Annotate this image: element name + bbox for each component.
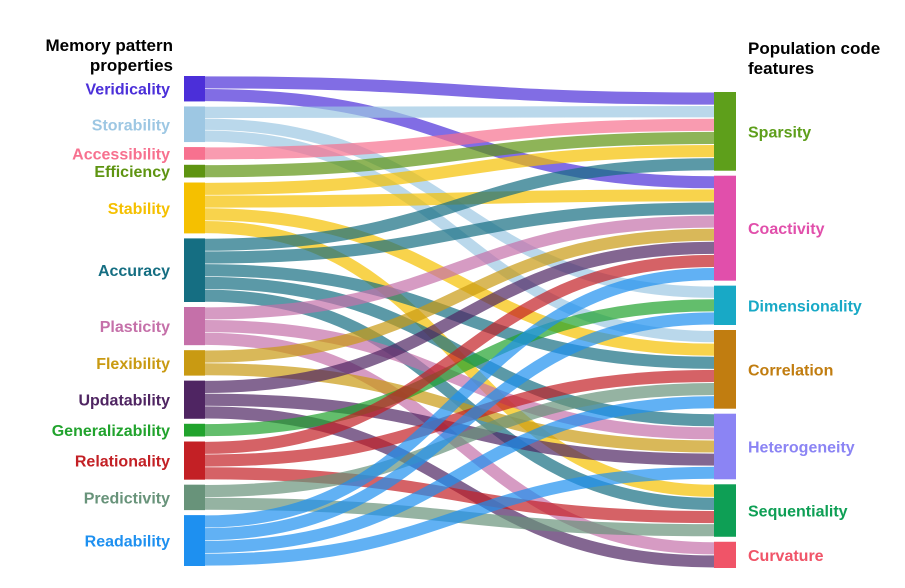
left-column-title: Memory pattern properties: [0, 36, 173, 76]
target-label-sparsity: Sparsity: [748, 124, 811, 141]
link-readability-to-correlation: [204, 396, 715, 553]
source-node-flexibility: [184, 350, 205, 376]
link-storability-to-sparsity: [204, 106, 715, 119]
source-node-stability: [184, 182, 205, 234]
target-label-curvature: Curvature: [748, 548, 824, 565]
source-node-accessibility: [184, 147, 205, 160]
source-node-plasticity: [184, 307, 205, 346]
source-label-plasticity: Plasticity: [100, 319, 170, 336]
source-node-accuracy: [184, 238, 205, 303]
source-label-relationality: Relationality: [75, 454, 170, 471]
target-node-dimensionality: [714, 285, 736, 325]
right-title-line1: Population code: [748, 39, 881, 58]
target-node-correlation: [714, 330, 736, 409]
link-efficiency-to-sparsity: [204, 131, 715, 178]
target-node-curvature: [714, 541, 736, 568]
source-label-accessibility: Accessibility: [72, 146, 170, 163]
link-accuracy-to-coactivity: [204, 202, 715, 264]
target-node-coactivity: [714, 175, 736, 281]
link-stability-to-sparsity: [204, 144, 715, 195]
link-generalizability-to-dimensionality: [204, 299, 715, 437]
link-readability-to-dimensionality: [204, 312, 715, 541]
link-accessibility-to-sparsity: [204, 118, 715, 160]
link-readability-to-heterogeneity: [204, 466, 715, 566]
left-title-line1: Memory pattern: [45, 36, 173, 55]
source-label-predictivity: Predictivity: [84, 490, 170, 507]
source-node-veridicality: [184, 76, 205, 102]
target-node-sequentiality: [714, 484, 736, 537]
target-label-dimensionality: Dimensionality: [748, 298, 862, 315]
left-title-line2: properties: [89, 56, 173, 75]
link-relationality-to-correlation: [204, 369, 715, 467]
label-group: Veridicality Storability AccessibilityEffi…: [52, 82, 862, 565]
target-label-heterogeneity: Heterogeneity: [748, 440, 855, 457]
link-relationality-to-sequentiality: [204, 467, 715, 524]
link-stability-to-correlation: [204, 208, 715, 356]
source-label-accuracy: Accuracy: [98, 263, 170, 280]
right-column-title: Population code features: [748, 39, 903, 79]
target-node-heterogeneity: [714, 413, 736, 480]
source-node-updatability: [184, 380, 205, 419]
source-label-readability: Readability: [85, 534, 170, 551]
source-node-generalizability: [184, 423, 205, 437]
source-node-relationality: [184, 441, 205, 480]
source-node-readability: [184, 515, 205, 566]
source-label-generalizability: Generalizability: [52, 423, 170, 440]
link-group: [204, 76, 715, 568]
target-label-coactivity: Coactivity: [748, 221, 825, 238]
source-label-updatability: Updatability: [78, 393, 170, 410]
link-flexibility-to-coactivity: [204, 228, 715, 363]
source-node-storability: [184, 106, 205, 143]
source-label-veridicality: Veridicality: [86, 82, 171, 99]
link-predictivity-to-correlation: [204, 382, 715, 498]
target-node-sparsity: [714, 92, 736, 171]
link-relationality-to-coactivity: [204, 254, 715, 454]
node-group: [184, 76, 736, 568]
source-label-stability: Stability: [108, 201, 170, 218]
link-readability-to-coactivity: [204, 268, 715, 528]
right-title-line2: features: [748, 59, 815, 78]
link-updatability-to-coactivity: [204, 241, 715, 394]
link-accuracy-to-sparsity: [204, 158, 715, 251]
source-label-storability: Storability: [92, 117, 170, 134]
link-plasticity-to-coactivity: [204, 215, 715, 320]
target-label-sequentiality: Sequentiality: [748, 504, 848, 521]
source-label-efficiency: Efficiency: [94, 164, 170, 181]
source-node-predictivity: [184, 484, 205, 511]
link-veridicality-to-sparsity: [204, 76, 715, 105]
source-node-efficiency: [184, 164, 205, 178]
target-label-correlation: Correlation: [748, 362, 833, 379]
link-plasticity-to-heterogeneity: [204, 320, 715, 440]
source-label-flexibility: Flexibility: [96, 356, 170, 373]
